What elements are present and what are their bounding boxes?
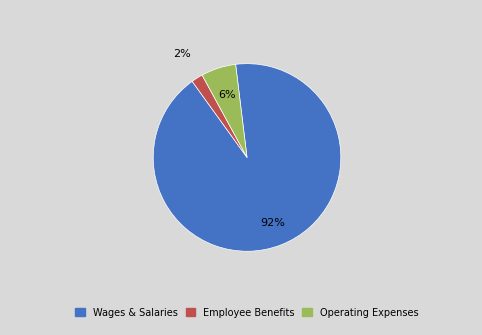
Legend: Wages & Salaries, Employee Benefits, Operating Expenses: Wages & Salaries, Employee Benefits, Ope… [72,304,422,321]
Text: 2%: 2% [173,49,191,59]
Wedge shape [153,64,341,251]
Text: 6%: 6% [218,90,236,100]
Text: 92%: 92% [260,218,285,228]
Wedge shape [202,64,247,157]
Wedge shape [192,75,247,157]
